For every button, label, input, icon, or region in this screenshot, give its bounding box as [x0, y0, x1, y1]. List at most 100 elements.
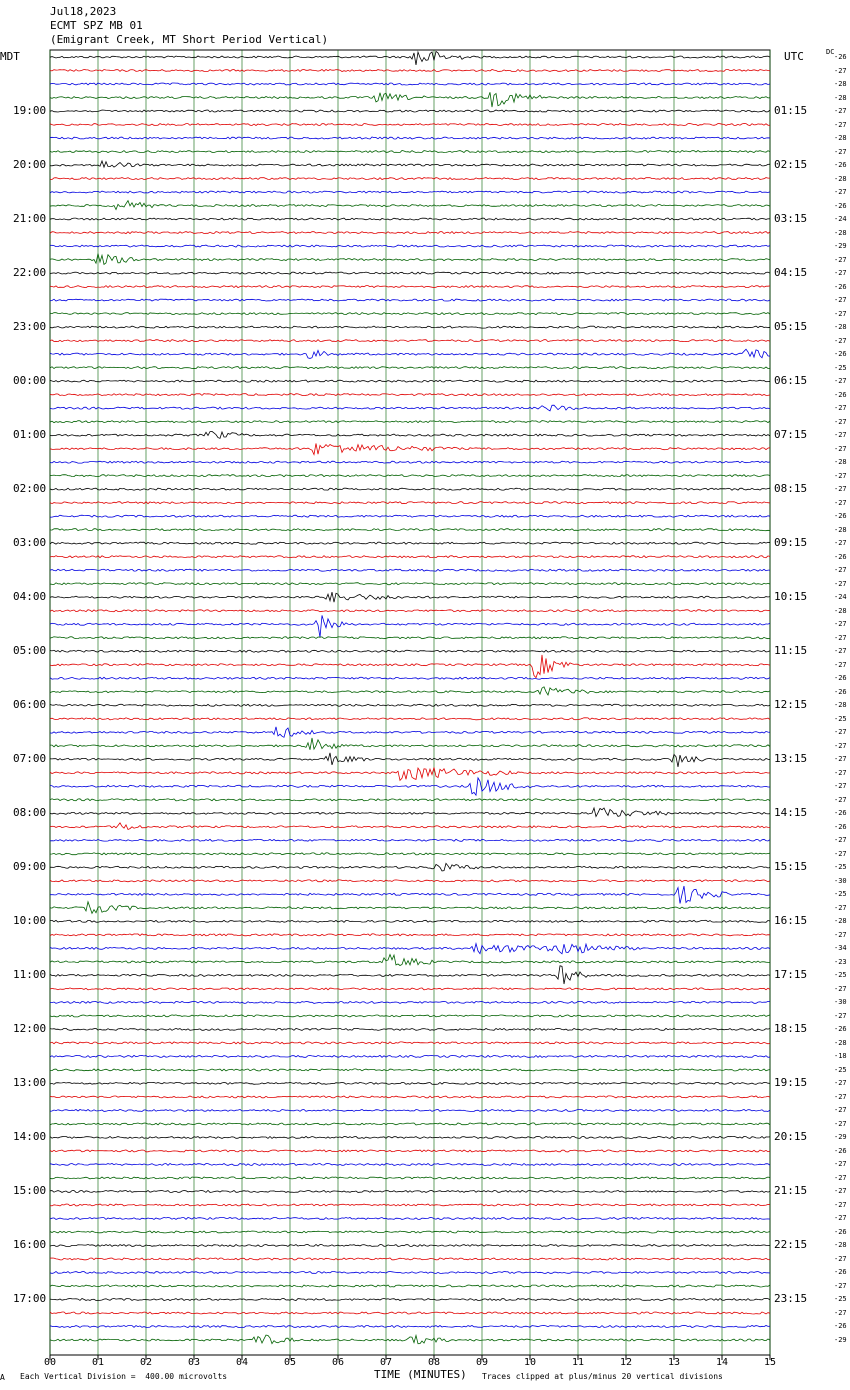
dc-offset-label: -27: [834, 107, 847, 116]
dc-offset-label: -23: [834, 957, 847, 966]
right-hour-label: 16:15: [774, 914, 808, 928]
left-hour-label: 01:00: [13, 428, 47, 442]
trace-line: [49, 177, 770, 180]
trace-line: [49, 244, 771, 248]
date-label: Jul18,2023: [50, 5, 117, 18]
trace-line: [49, 460, 771, 464]
trace-line: [49, 430, 771, 439]
trace-line: [49, 379, 771, 383]
x-tick-label: 06: [332, 1357, 345, 1368]
dc-offset-label: -27: [834, 444, 847, 453]
dc-offset-label: -28: [834, 917, 847, 926]
dc-offset-label: -27: [834, 471, 847, 480]
left-hour-label: 22:00: [13, 266, 47, 280]
right-hour-label: 08:15: [774, 482, 808, 496]
trace-line: [49, 271, 771, 275]
dc-offset-label: -27: [834, 620, 847, 629]
trace-line: [49, 325, 771, 329]
dc-offset-label: -25: [834, 1065, 847, 1074]
left-hour-label: 20:00: [13, 158, 47, 172]
dc-offset-label: -27: [834, 66, 847, 75]
trace-line: [49, 609, 771, 613]
trace-line: [49, 717, 771, 721]
left-hour-label: 15:00: [13, 1184, 47, 1198]
dc-offset-label: -26: [834, 552, 847, 561]
dc-offset-label: -18: [834, 1052, 847, 1061]
trace-line: [49, 159, 771, 169]
dc-offset-label: -27: [834, 984, 847, 993]
trace-line: [49, 806, 771, 818]
dc-offset-label: -27: [834, 849, 847, 858]
trace-line: [49, 528, 771, 532]
trace-line: [49, 487, 771, 491]
left-hour-label: 13:00: [13, 1076, 47, 1090]
dc-offset-label: -27: [834, 633, 847, 642]
right-hour-label: 09:15: [774, 536, 808, 550]
trace-line: [49, 703, 771, 707]
trace-line: [49, 1216, 771, 1220]
trace-line: [49, 1000, 771, 1004]
x-tick-label: 04: [236, 1357, 249, 1368]
dc-offset-label: -27: [834, 417, 847, 426]
x-tick-label: 02: [140, 1357, 153, 1368]
left-hour-label: 19:00: [13, 104, 47, 118]
dc-offset-label: -27: [834, 1254, 847, 1263]
x-tick-label: 08: [428, 1357, 441, 1368]
dc-offset-label: -27: [834, 431, 847, 440]
trace-line: [49, 253, 771, 266]
trace-line: [49, 649, 771, 653]
trace-line: [50, 919, 771, 923]
trace-line: [49, 885, 771, 904]
trace-line: [49, 339, 771, 343]
dc-offset-label: -27: [834, 539, 847, 548]
dc-offset-label: -28: [834, 701, 847, 710]
trace-line: [50, 1068, 771, 1072]
trace-line: [49, 987, 771, 991]
trace-line: [49, 1054, 771, 1058]
right-hour-label: 13:15: [774, 752, 808, 766]
dc-offset-label: -27: [834, 768, 847, 777]
dc-offset-label: -27: [834, 336, 847, 345]
dc-offset-label: -29: [834, 1133, 847, 1142]
trace-line: [49, 298, 771, 302]
dc-offset-label: -28: [834, 80, 847, 88]
dc-offset-label: -28: [834, 93, 847, 102]
right-hour-label: 19:15: [774, 1076, 808, 1090]
trace-line: [49, 953, 771, 966]
trace-line: [49, 900, 771, 915]
right-hour-label: 17:15: [774, 968, 808, 982]
station-label: ECMT SPZ MB 01: [50, 19, 143, 32]
dc-offset-label: -27: [834, 147, 847, 156]
dc-offset-label: -25: [834, 1295, 847, 1304]
dc-offset-label: -27: [834, 269, 847, 278]
dc-offset-label: -25: [834, 714, 847, 723]
trace-line: [49, 1122, 771, 1126]
dc-offset-label: -27: [834, 377, 847, 386]
trace-line: [49, 752, 771, 767]
right-hour-label: 07:15: [774, 428, 808, 442]
dc-offset-label: -27: [834, 1187, 847, 1196]
dc-offset-label: -26: [834, 1146, 847, 1155]
dc-offset-label: -27: [834, 498, 847, 507]
right-hour-label: 05:15: [774, 320, 808, 334]
trace-line: [50, 737, 771, 751]
dc-offset-label: -27: [834, 728, 847, 737]
trace-line: [49, 312, 771, 316]
trace-line: [49, 838, 771, 842]
trace-line: [49, 555, 771, 559]
left-hour-label: 16:00: [13, 1238, 47, 1252]
trace-line: [49, 109, 771, 113]
dc-offset-label: -27: [834, 485, 847, 494]
trace-line: [49, 393, 771, 397]
dc-offset-label: -27: [834, 755, 847, 764]
scale-note: Each Vertical Division = 400.00 microvol…: [20, 1372, 228, 1381]
trace-line: [49, 514, 771, 518]
trace-line: [49, 686, 771, 696]
trace-line: [49, 92, 771, 108]
dc-offset-label: -28: [834, 606, 847, 615]
dc-offset-label: -24: [834, 215, 847, 224]
dc-offset-label: -27: [834, 309, 847, 318]
trace-line: [49, 654, 771, 679]
trace-line: [49, 50, 771, 65]
